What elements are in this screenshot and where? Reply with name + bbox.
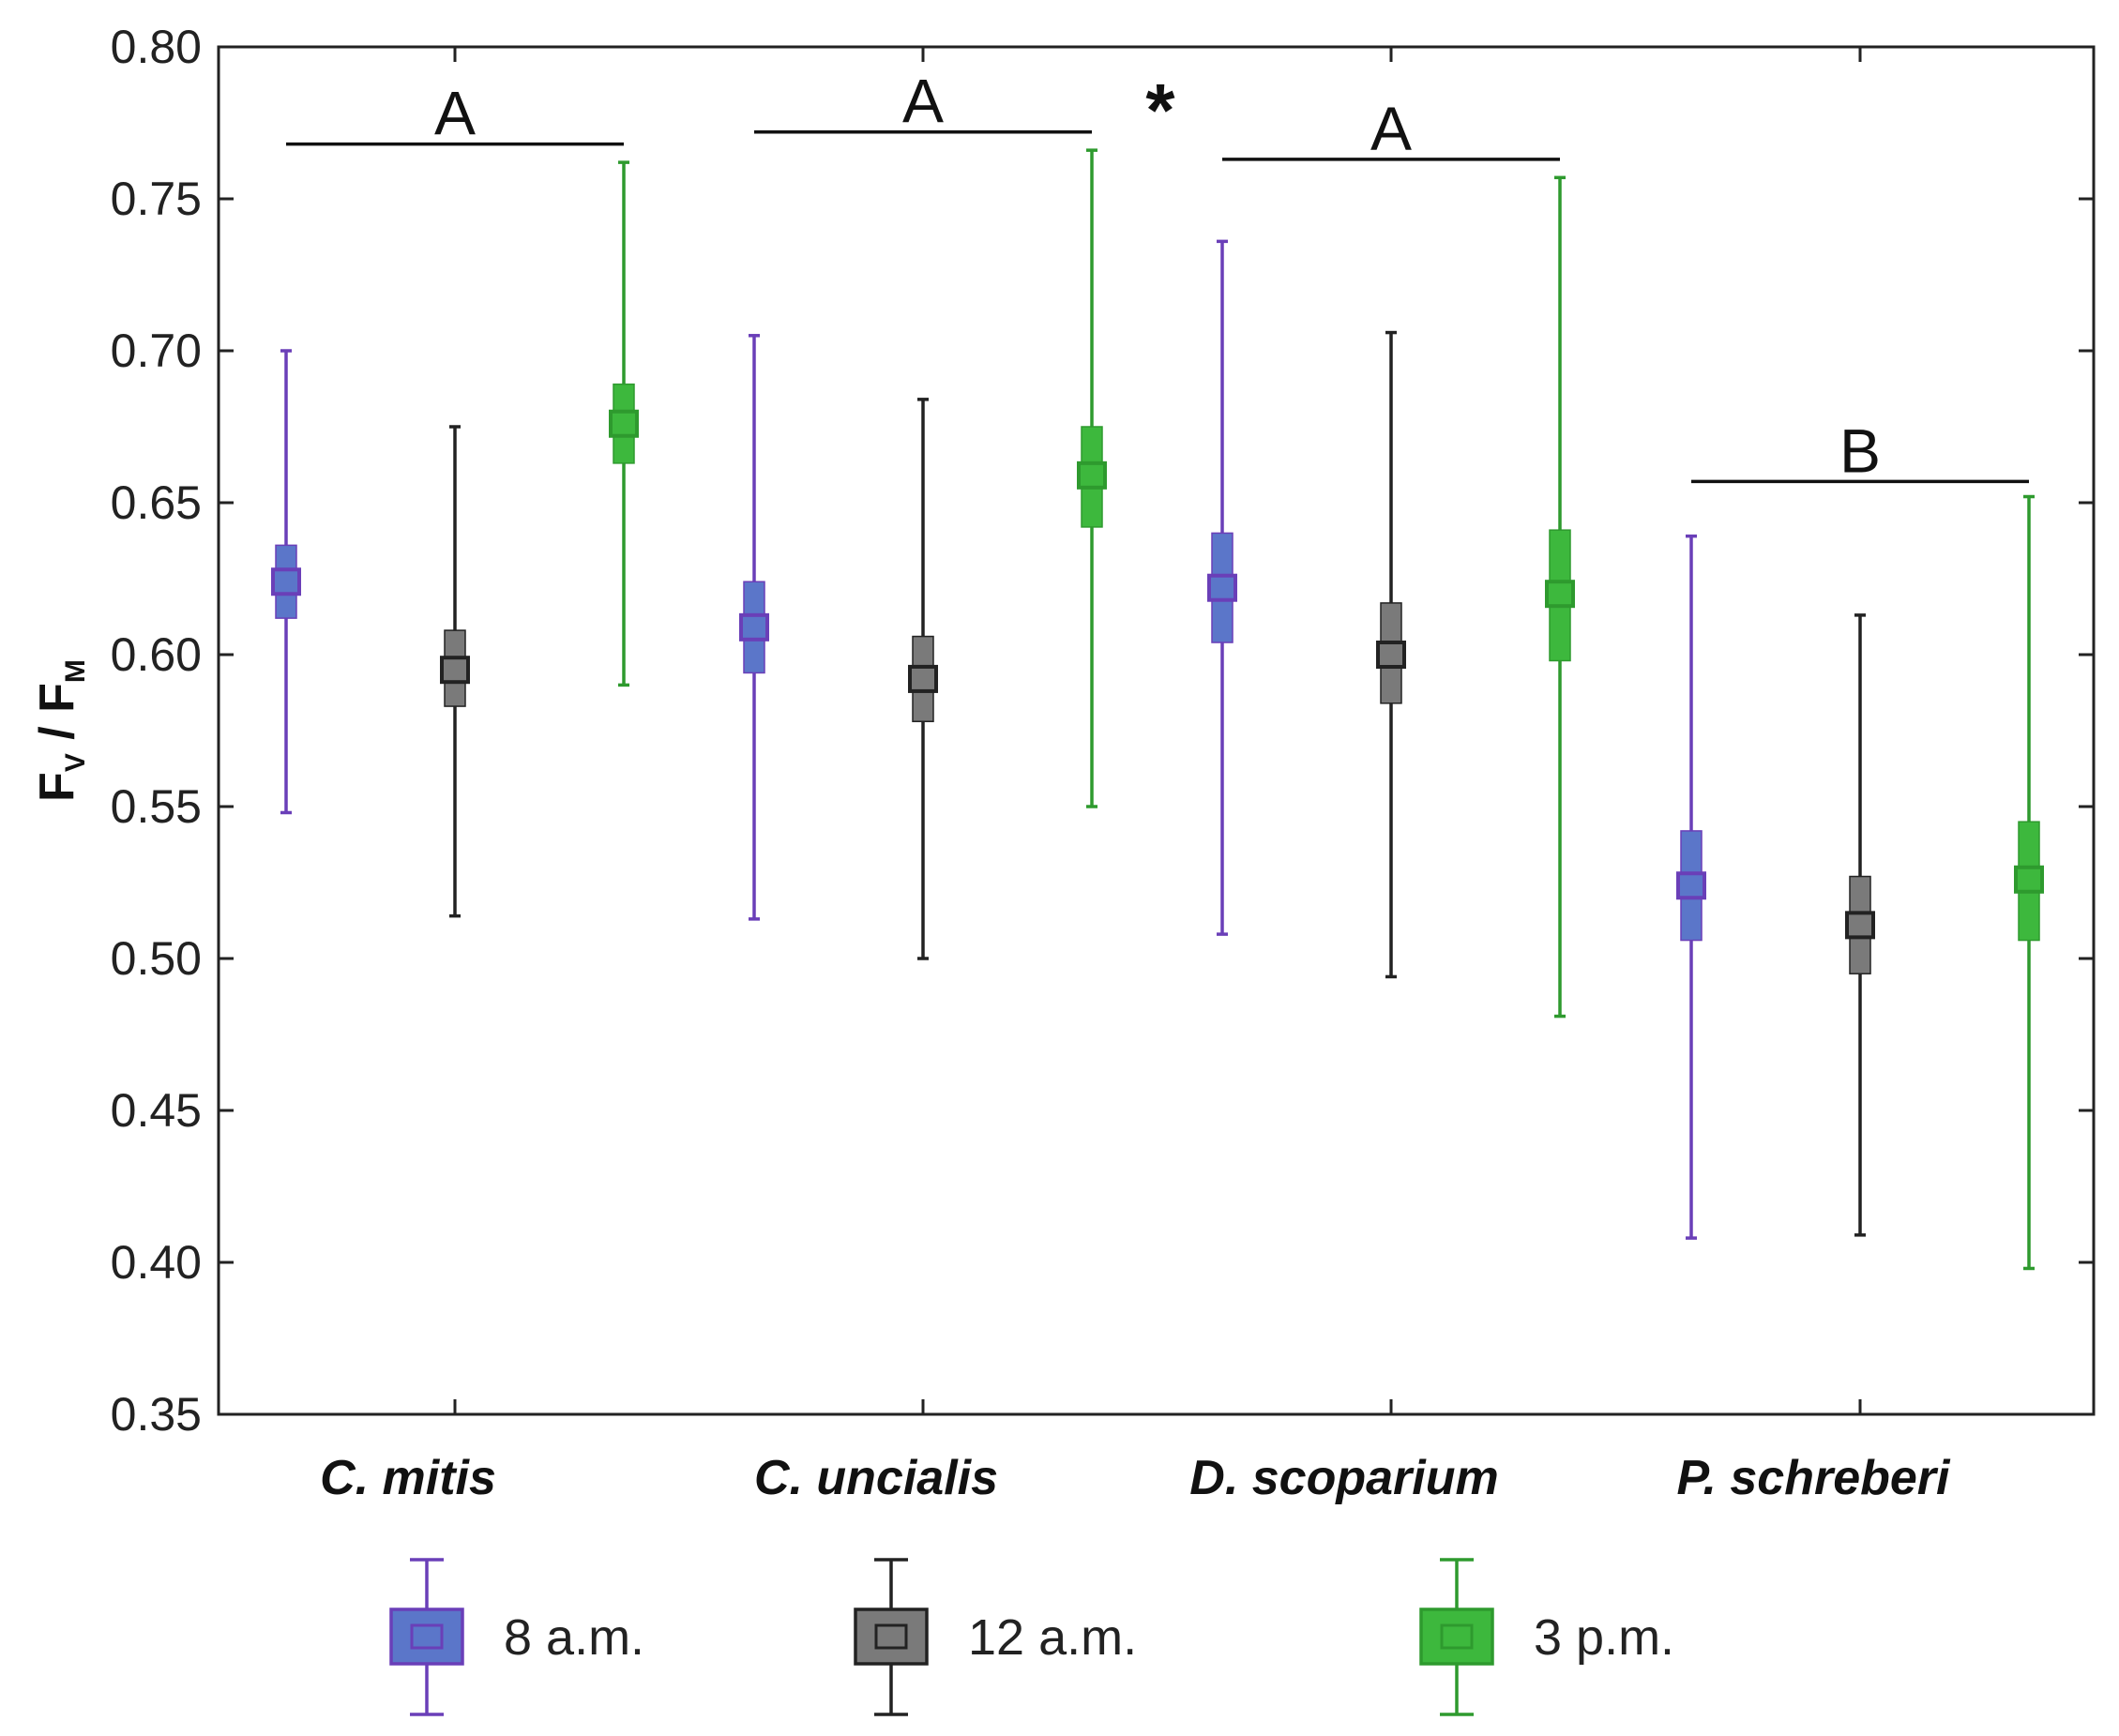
x-category-label: C. mitis [320,1451,496,1505]
mean-marker [609,409,639,438]
mean-marker [739,612,769,642]
y-tick-label: 0.75 [111,173,202,225]
legend-mean-marker [874,1623,908,1650]
legend-label: 3 p.m. [1534,1609,1674,1666]
mean-marker [1845,911,1875,940]
y-tick-label: 0.70 [111,325,202,377]
mean-marker [1545,580,1575,609]
box-2-2 [1545,175,1575,1019]
y-tick-label: 0.45 [111,1084,202,1137]
mean-marker [1077,460,1107,490]
box-1-2 [1376,330,1406,979]
y-label-slash: / [30,713,84,753]
x-category-label: P. schreberi [1676,1451,1951,1505]
box-0-1 [739,334,769,921]
y-tick-label: 0.40 [111,1236,202,1289]
mean-marker [271,567,301,596]
y-label-main-1: F [30,772,84,802]
legend-label: 12 a.m. [968,1609,1137,1666]
box-2-3 [2014,494,2044,1271]
box-0-0 [271,349,301,815]
y-tick-label: 0.60 [111,628,202,681]
y-axis-label: FV / FM [30,659,91,802]
mean-marker [440,656,470,685]
x-axis: C. mitis C. uncialis D. scoparium P. schreb… [320,47,1951,1505]
legend-mean-marker [410,1623,444,1650]
legend-mean-marker [1440,1623,1474,1650]
box-series [271,148,2044,1271]
group-annotation-label: A [434,79,476,148]
y-tick-label: 0.50 [111,932,202,985]
y-axis: 0.80 0.75 0.70 0.65 0.60 0.55 0.50 0.45 0.40 0.35 [111,21,2094,1441]
y-label-main-2: F [30,683,84,713]
legend-label: 8 a.m. [504,1609,644,1666]
box-0-3 [1676,534,1706,1240]
y-label-sub-1: V [60,753,91,772]
group-annotation-label: A [1370,94,1412,163]
y-tick-label: 0.65 [111,476,202,529]
legend-item-1: 12 a.m. [854,1558,1137,1716]
box-1-1 [908,398,938,960]
box-1-0 [440,425,470,918]
mean-marker [908,664,938,693]
legend-item-0: 8 a.m. [389,1558,644,1716]
legend-item-2: 3 p.m. [1419,1558,1674,1716]
box-1-3 [1845,613,1875,1237]
group-annotations: A A A B * [286,67,2029,485]
box-2-0 [609,160,639,687]
legend: 8 a.m. 12 a.m. 3 p.m. [389,1558,1674,1716]
plot-area-frame [217,45,2096,1416]
box-0-2 [1207,239,1237,936]
y-tick-label: 0.80 [111,21,202,73]
box-2-1 [1077,148,1107,808]
mean-marker [2014,865,2044,894]
y-tick-label: 0.55 [111,780,202,833]
significance-asterisk: * [1145,68,1175,152]
y-tick-label: 0.35 [111,1388,202,1441]
group-annotation-label: A [902,67,944,136]
x-category-label: D. scoparium [1189,1451,1498,1505]
mean-marker [1207,573,1237,602]
x-category-label: C. uncialis [754,1451,998,1505]
mean-marker [1676,871,1706,900]
mean-marker [1376,641,1406,669]
y-label-sub-2: M [60,659,91,683]
group-annotation-label: B [1839,415,1881,485]
